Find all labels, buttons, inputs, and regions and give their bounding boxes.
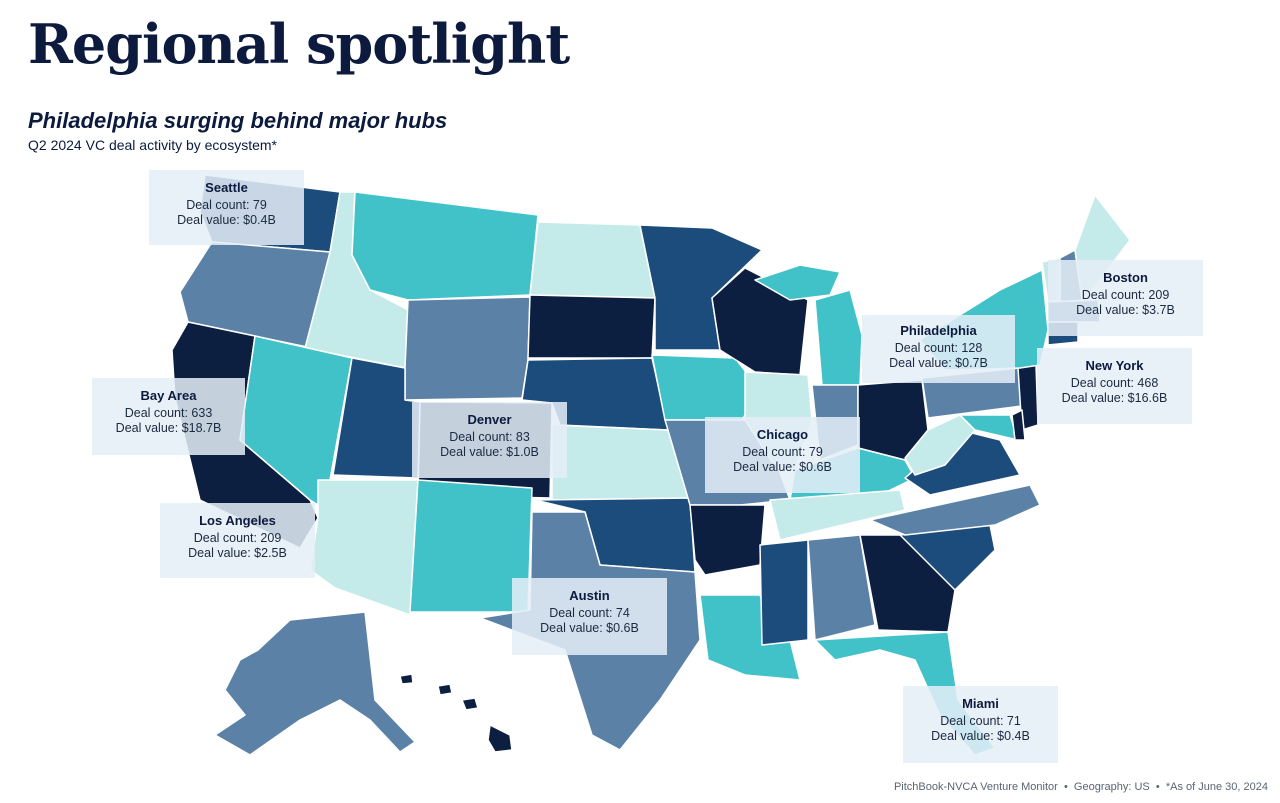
callout-boston: Boston Deal count: 209 Deal value: $3.7B (1048, 260, 1203, 336)
callout-deal-count: Deal count: 128 (894, 341, 983, 355)
callout-deal-value: Deal value: $3.7B (1076, 303, 1175, 317)
callout-bay-area: Bay Area Deal count: 633 Deal value: $18… (92, 378, 245, 455)
callout-deal-count: Deal count: 633 (124, 406, 213, 420)
state-mississippi (759, 539, 809, 646)
state-michigan (814, 289, 863, 386)
callout-deal-count: Deal count: 209 (193, 531, 282, 545)
callout-austin: Austin Deal count: 74 Deal value: $0.6B (512, 578, 667, 655)
callout-deal-value: Deal value: $0.6B (733, 460, 832, 474)
callout-deal-value: Deal value: $0.6B (540, 621, 639, 635)
footer-geography: Geography: US (1073, 781, 1150, 793)
callout-deal-count: Deal count: 209 (1081, 288, 1170, 302)
callout-deal-count: Deal count: 79 (186, 198, 267, 212)
state-hawaii-oahu (437, 683, 453, 696)
state-tennessee (769, 489, 906, 541)
state-wyoming (404, 296, 531, 401)
callout-miami: Miami Deal count: 71 Deal value: $0.4B (903, 686, 1058, 763)
state-south-dakota (527, 294, 656, 359)
state-arkansas (689, 504, 766, 576)
chart-subtitle: Philadelphia surging behind major hubs (28, 108, 448, 133)
callout-name: Miami (962, 696, 999, 711)
state-arizona (309, 479, 419, 616)
callout-deal-value: Deal value: $16.6B (1061, 391, 1168, 405)
callout-philadelphia: Philadelphia Deal count: 128 Deal value:… (862, 315, 1015, 383)
state-north-dakota (529, 221, 656, 299)
footer-separator: • (1155, 781, 1160, 793)
callout-new-york: New York Deal count: 468 Deal value: $16… (1037, 348, 1192, 424)
page-title: Regional spotlight (28, 12, 570, 76)
state-delaware (1011, 409, 1026, 441)
footer-separator: • (1063, 781, 1068, 793)
callout-name: New York (1085, 358, 1144, 373)
callout-deal-value: Deal value: $1.0B (440, 445, 539, 459)
state-north-carolina (869, 484, 1041, 536)
callout-name: Philadelphia (900, 323, 977, 338)
callout-deal-count: Deal count: 74 (549, 606, 630, 620)
callout-name: Bay Area (140, 388, 197, 403)
callout-name: Austin (569, 588, 610, 603)
callout-name: Los Angeles (199, 513, 276, 528)
callout-seattle: Seattle Deal count: 79 Deal value: $0.4B (149, 170, 304, 245)
footer-source: PitchBook-NVCA Venture Monitor (893, 781, 1058, 793)
callout-deal-count: Deal count: 71 (940, 714, 1021, 728)
state-shapes (171, 174, 1131, 756)
state-alabama (807, 534, 876, 641)
callout-chicago: Chicago Deal count: 79 Deal value: $0.6B (705, 417, 860, 493)
state-montana (351, 191, 539, 301)
state-michigan-upper (754, 264, 841, 301)
callout-deal-count: Deal count: 468 (1070, 376, 1159, 390)
callout-deal-count: Deal count: 83 (449, 430, 530, 444)
callout-los-angeles: Los Angeles Deal count: 209 Deal value: … (160, 503, 315, 578)
callout-deal-value: Deal value: $0.4B (931, 729, 1030, 743)
chart-caption: Q2 2024 VC deal activity by ecosystem* (28, 137, 278, 153)
state-alaska (214, 611, 416, 756)
callout-deal-value: Deal value: $2.5B (188, 546, 287, 560)
source-footer: PitchBook-NVCA Venture Monitor • Geograp… (894, 781, 1268, 793)
callout-name: Denver (467, 412, 512, 427)
callout-deal-value: Deal value: $18.7B (115, 421, 222, 435)
callout-deal-value: Deal value: $0.7B (889, 356, 988, 370)
callout-name: Boston (1103, 270, 1148, 285)
state-hawaii (487, 724, 513, 753)
state-hawaii-kauai (399, 673, 414, 685)
callout-denver: Denver Deal count: 83 Deal value: $1.0B (412, 402, 567, 478)
callout-name: Seattle (205, 180, 248, 195)
callout-deal-value: Deal value: $0.4B (177, 213, 276, 227)
state-hawaii-maui (461, 697, 479, 711)
callout-deal-count: Deal count: 79 (742, 445, 823, 459)
footer-note: *As of June 30, 2024 (1165, 781, 1268, 793)
callout-name: Chicago (756, 427, 809, 442)
